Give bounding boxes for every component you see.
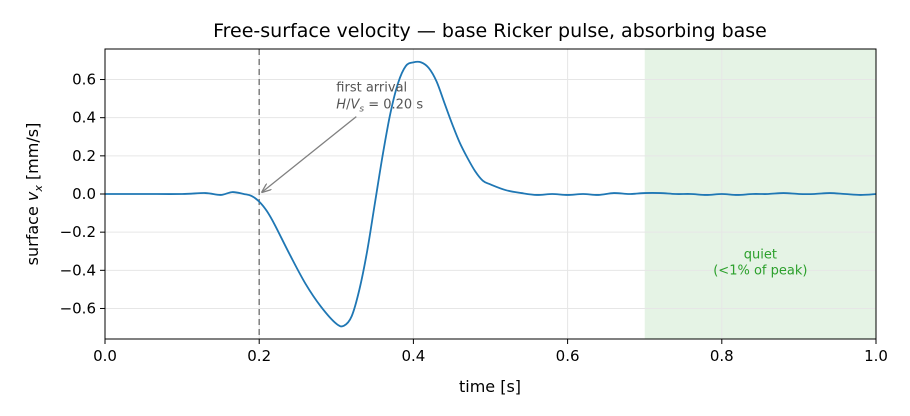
x-tick-label-5: 1.0	[864, 347, 888, 365]
x-tick-label-1: 0.2	[247, 347, 271, 365]
y-tick-label-5: 0.4	[72, 109, 96, 127]
y-axis-ticks: −0.6 −0.4 −0.2 0.0 0.2 0.4 0.6	[60, 71, 105, 317]
y-tick-label-4: 0.2	[72, 147, 96, 165]
y-tick-label-3: 0.0	[72, 185, 96, 203]
y-tick-label-0: −0.6	[60, 299, 96, 317]
chart-title: Free-surface velocity — base Ricker puls…	[213, 20, 767, 42]
y-tick-label-2: −0.2	[60, 223, 96, 241]
y-axis-label: surface vx [mm/s]	[23, 123, 45, 266]
annotation-arrival-time: H/Vs = 0.20 s	[336, 98, 423, 115]
x-axis-label: time [s]	[459, 377, 521, 396]
x-tick-label-3: 0.6	[556, 347, 580, 365]
y-tick-label-6: 0.6	[72, 71, 96, 89]
x-tick-label-0: 0.0	[93, 347, 117, 365]
annotation-arrow	[262, 116, 357, 192]
series-line	[104, 60, 877, 328]
quiet-sublabel: (<1% of peak)	[713, 264, 807, 279]
annotation-first-arrival: first arrival	[336, 81, 407, 96]
quiet-label: quiet	[744, 248, 777, 263]
x-tick-label-2: 0.4	[401, 347, 425, 365]
x-axis-ticks: 0.0 0.2 0.4 0.6 0.8 1.0	[93, 339, 888, 365]
x-tick-label-4: 0.8	[710, 347, 734, 365]
y-tick-label-1: −0.4	[60, 261, 96, 279]
